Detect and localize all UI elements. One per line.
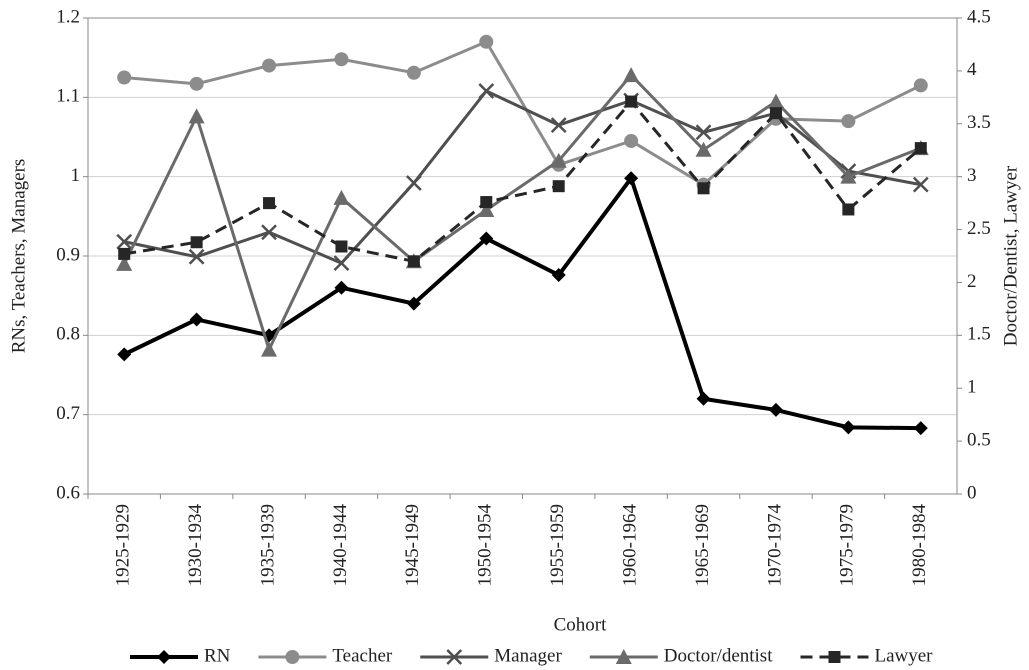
marker <box>697 182 710 195</box>
marker <box>405 175 422 191</box>
marker <box>190 236 203 249</box>
marker <box>842 203 855 216</box>
marker <box>188 108 205 124</box>
marker <box>263 197 276 210</box>
marker <box>695 124 712 141</box>
y-tick-label: 1.1 <box>56 86 80 107</box>
marker <box>615 649 632 664</box>
marker <box>624 133 639 148</box>
marker <box>767 93 784 109</box>
marker <box>446 649 463 665</box>
y-tick-label: 1.2 <box>56 6 80 27</box>
marker <box>333 255 350 272</box>
marker <box>334 52 349 67</box>
y2-tick-label: 4.5 <box>967 6 991 27</box>
marker <box>189 312 204 327</box>
series-line <box>123 89 922 265</box>
y2-tick-label: 0.5 <box>967 429 991 450</box>
x-axis-label: Cohort <box>554 614 608 635</box>
marker <box>696 391 711 406</box>
marker <box>623 67 640 83</box>
marker <box>116 255 133 271</box>
marker <box>157 650 171 664</box>
legend-label: Doctor/dentist <box>664 645 773 666</box>
x-tick-label: 1980-1984 <box>909 504 930 587</box>
marker <box>334 280 349 295</box>
marker <box>478 83 495 99</box>
y2-tick-label: 1.5 <box>967 324 991 345</box>
marker <box>550 117 567 133</box>
x-tick-label: 1930-1934 <box>185 504 206 587</box>
y-tick-label: 1 <box>71 165 81 186</box>
legend-label: RN <box>204 645 231 666</box>
y-tick-label: 0.9 <box>56 244 80 265</box>
marker <box>188 248 205 265</box>
marker <box>261 341 278 357</box>
marker <box>913 78 928 93</box>
marker <box>333 189 350 205</box>
y2-axis-label: Doctor/Dentist, Lawyer <box>1000 165 1021 346</box>
marker <box>841 114 856 129</box>
marker <box>479 231 494 246</box>
marker <box>479 34 494 49</box>
y2-tick-label: 3 <box>967 165 977 186</box>
x-tick-label: 1945-1949 <box>402 504 423 586</box>
series-line <box>123 99 922 263</box>
x-tick-label: 1965-1969 <box>692 504 713 586</box>
y2-tick-label: 4 <box>967 59 977 80</box>
marker <box>769 107 782 120</box>
y-tick-label: 0.8 <box>56 324 80 345</box>
y2-tick-label: 2.5 <box>967 218 991 239</box>
y2-tick-label: 0 <box>967 482 977 503</box>
marker <box>261 224 277 241</box>
marker <box>262 58 277 73</box>
y-tick-label: 0.7 <box>56 403 80 424</box>
marker <box>407 255 420 268</box>
series-line <box>123 173 921 431</box>
marker <box>480 196 493 209</box>
marker <box>285 650 300 664</box>
marker <box>695 141 712 157</box>
marker <box>118 247 131 260</box>
marker <box>117 347 132 362</box>
y2-tick-label: 2 <box>967 271 977 292</box>
marker <box>841 420 856 435</box>
y-axis-label: RNs, Teachers, Managers <box>8 159 29 354</box>
x-tick-label: 1955-1959 <box>547 504 568 586</box>
legend-label: Teacher <box>332 645 393 666</box>
marker <box>189 76 204 91</box>
marker <box>117 70 132 85</box>
marker <box>335 240 348 253</box>
marker <box>116 233 133 250</box>
x-tick-label: 1935-1939 <box>257 504 278 586</box>
y2-tick-label: 1 <box>967 377 977 398</box>
marker <box>624 171 639 186</box>
marker <box>550 152 567 168</box>
marker <box>551 268 566 283</box>
x-tick-label: 1970-1974 <box>764 504 785 587</box>
y2-tick-label: 3.5 <box>967 112 991 133</box>
marker <box>914 142 927 155</box>
x-tick-label: 1975-1979 <box>837 504 858 586</box>
marker <box>913 421 928 436</box>
marker <box>912 176 929 193</box>
legend-label: Manager <box>494 645 562 666</box>
marker <box>406 296 421 311</box>
legend-label: Lawyer <box>874 645 933 666</box>
marker <box>552 180 565 193</box>
series-line <box>124 39 922 187</box>
marker <box>478 201 495 217</box>
marker <box>625 95 638 108</box>
marker <box>406 65 421 80</box>
x-tick-label: 1950-1954 <box>475 504 496 587</box>
marker <box>840 168 857 184</box>
series-line <box>122 72 922 354</box>
marker <box>768 402 783 417</box>
y-tick-label: 0.6 <box>56 482 80 503</box>
x-tick-label: 1925-1929 <box>113 504 134 586</box>
x-tick-label: 1940-1944 <box>330 504 351 587</box>
marker <box>828 651 841 663</box>
x-tick-label: 1960-1964 <box>619 504 640 587</box>
